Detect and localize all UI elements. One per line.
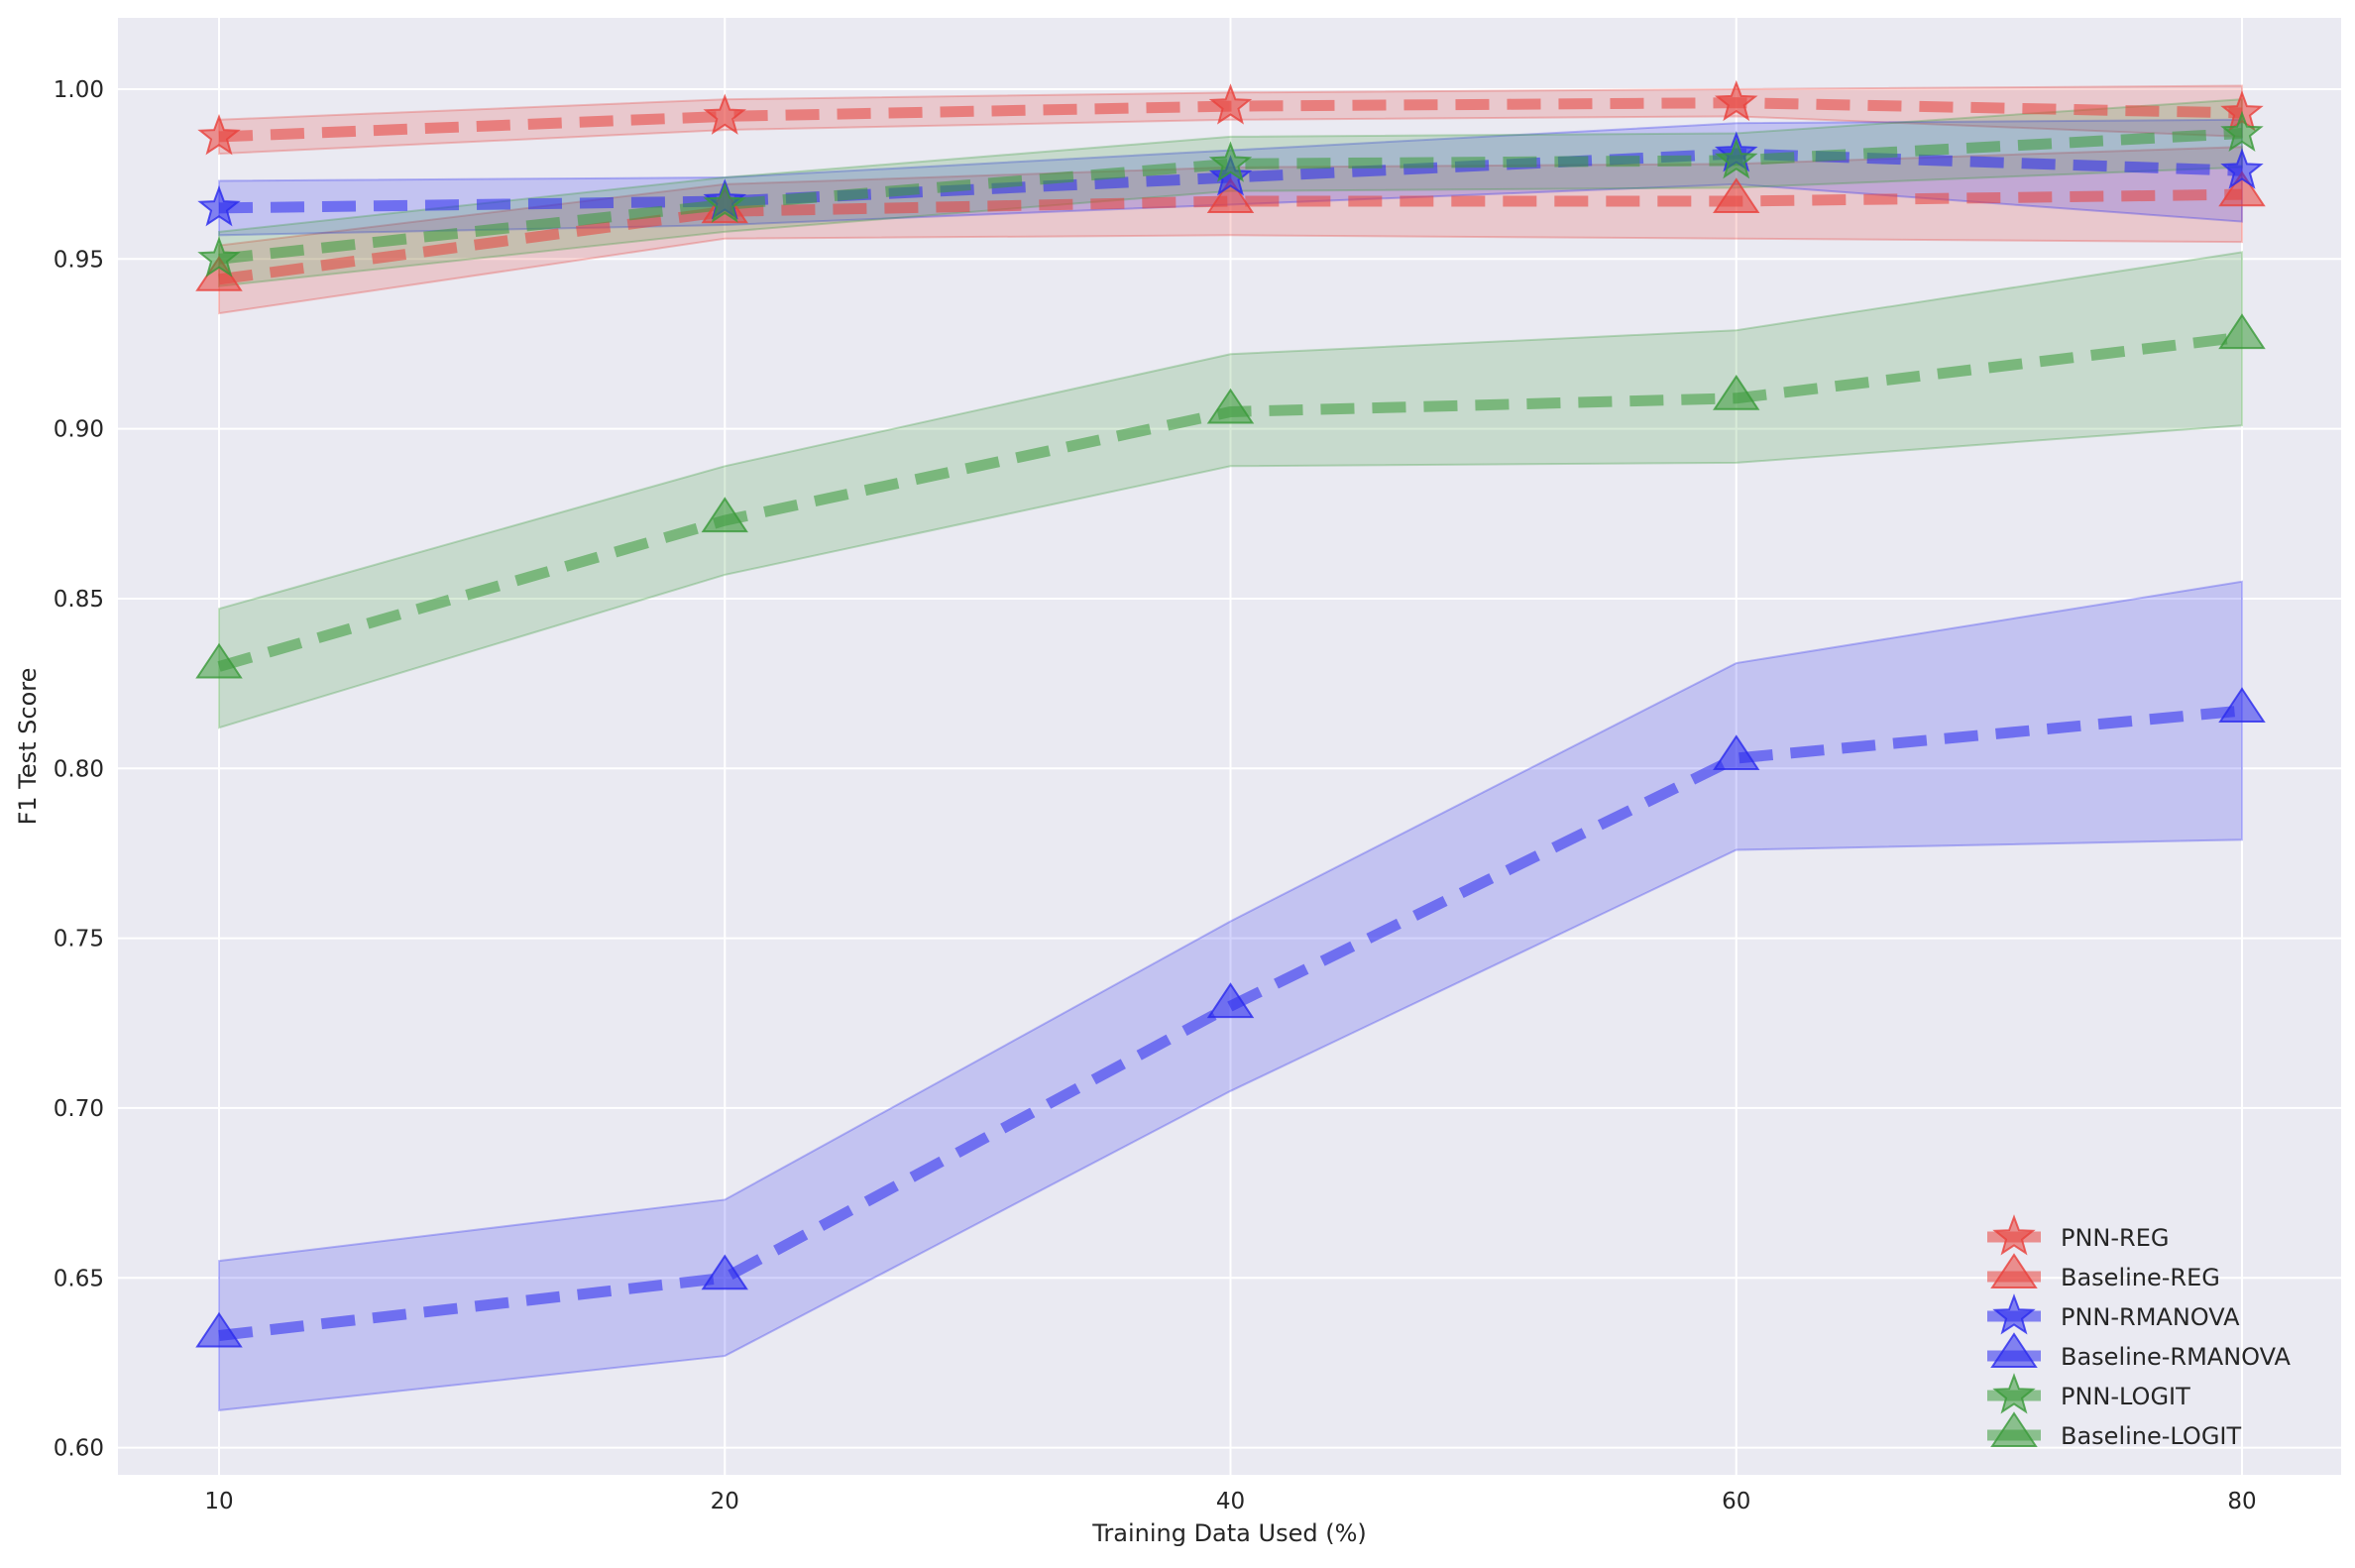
x-tick-label: 80: [2227, 1489, 2256, 1514]
point-baseline-reg: [1206, 177, 1255, 213]
x-tick-label: 20: [711, 1489, 739, 1514]
y-tick-label: 0.70: [54, 1096, 104, 1122]
legend-label: Baseline-REG: [2061, 1264, 2220, 1291]
point-pnn-reg: [1714, 79, 1758, 122]
point-baseline-rmanova: [2218, 687, 2266, 723]
x-tick-label: 60: [1722, 1489, 1750, 1514]
point-pnn-rmanova: [2220, 148, 2264, 189]
y-tick-label: 0.95: [54, 247, 104, 273]
band-baseline-logit: [218, 251, 2243, 729]
legend-marker: [1992, 1214, 2036, 1256]
point-pnn-reg: [1208, 83, 1253, 125]
point-pnn-logit: [1714, 138, 1758, 179]
x-axis-ticks: 10 20 40 60 80: [204, 1489, 2256, 1514]
legend-marker: [1990, 1253, 2038, 1288]
point-pnn-logit: [1208, 141, 1253, 182]
y-tick-label: 0.60: [54, 1436, 104, 1462]
y-axis-ticks: 0.60 0.65 0.70 0.75 0.80 0.85 0.90 0.95 1.00: [54, 77, 104, 1462]
legend-label: PNN-REG: [2061, 1224, 2169, 1252]
point-baseline-logit: [195, 642, 243, 679]
y-tick-label: 0.80: [54, 756, 104, 782]
y-tick-label: 0.85: [54, 587, 104, 613]
y-axis-label: F1 Test Score: [14, 668, 42, 826]
point-baseline-rmanova: [1713, 734, 1760, 770]
y-tick-label: 0.65: [54, 1266, 104, 1291]
legend-marker: [1990, 1411, 2038, 1447]
point-baseline-rmanova: [1206, 982, 1255, 1019]
point-baseline-rmanova: [195, 1311, 243, 1348]
grid-lines: [118, 18, 2341, 1475]
x-tick-label: 10: [204, 1489, 233, 1514]
y-tick-label: 0.90: [54, 417, 104, 443]
point-baseline-logit: [2218, 313, 2266, 350]
point-baseline-reg: [1713, 177, 1760, 213]
point-pnn-logit: [703, 181, 747, 223]
point-pnn-logit: [2220, 110, 2264, 153]
point-baseline-logit: [1206, 388, 1255, 424]
point-pnn-logit: [197, 236, 241, 278]
series-markers: [195, 79, 2266, 1348]
point-baseline-reg: [2218, 170, 2266, 207]
y-tick-label: 0.75: [54, 927, 104, 952]
point-pnn-rmanova: [197, 185, 241, 227]
x-tick-label: 40: [1216, 1489, 1245, 1514]
legend-marker: [1990, 1332, 2038, 1368]
legend-marker: [1992, 1373, 2036, 1414]
point-baseline-logit: [1713, 374, 1760, 410]
point-pnn-reg: [703, 93, 747, 135]
legend-label: PNN-RMANOVA: [2061, 1303, 2240, 1331]
line-pnn-logit: [218, 128, 2243, 265]
point-baseline-rmanova: [701, 1254, 748, 1290]
line-baseline-reg: [218, 188, 2243, 285]
point-pnn-reg: [197, 114, 241, 156]
point-baseline-logit: [701, 497, 748, 533]
legend-label: PNN-LOGIT: [2061, 1383, 2190, 1410]
legend-label: Baseline-RMANOVA: [2061, 1343, 2292, 1371]
legend-label: Baseline-LOGIT: [2061, 1422, 2241, 1450]
legend: PNN-REG Baseline-REG PNN-RMANOVA Baseline-R…: [1987, 1214, 2292, 1450]
x-axis-label: Training Data Used (%): [1091, 1519, 1367, 1547]
legend-marker: [1992, 1293, 2036, 1335]
y-tick-label: 1.00: [54, 77, 104, 103]
point-pnn-rmanova: [1208, 155, 1253, 196]
